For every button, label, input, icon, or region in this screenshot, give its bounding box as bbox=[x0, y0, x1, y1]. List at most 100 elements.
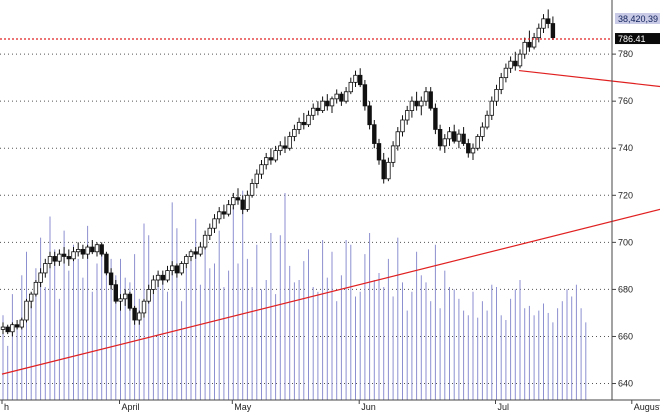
candle-body bbox=[541, 18, 546, 29]
candle bbox=[414, 91, 419, 111]
candle bbox=[127, 291, 133, 311]
candle-body bbox=[0, 326, 6, 330]
candle bbox=[315, 101, 321, 116]
candle-body bbox=[71, 251, 76, 260]
month-label: August bbox=[634, 402, 660, 412]
candle-body bbox=[334, 93, 339, 100]
candle-body bbox=[400, 119, 405, 133]
candle bbox=[451, 124, 457, 144]
candle-body bbox=[151, 279, 156, 290]
candle-body bbox=[226, 204, 231, 215]
candle bbox=[447, 127, 452, 146]
candle bbox=[456, 129, 462, 149]
candle bbox=[522, 37, 527, 59]
month-label: Jul bbox=[498, 402, 510, 412]
candle bbox=[470, 143, 476, 160]
candle bbox=[123, 289, 128, 306]
candle-body bbox=[386, 161, 391, 180]
candle-body bbox=[466, 143, 471, 154]
candle-body bbox=[489, 100, 494, 116]
price-tag-box bbox=[615, 33, 660, 45]
candle-body bbox=[376, 143, 382, 161]
candle bbox=[14, 320, 20, 330]
candle-body bbox=[353, 74, 358, 83]
candle bbox=[207, 223, 212, 240]
candle-body bbox=[198, 246, 203, 255]
candle-body bbox=[409, 100, 415, 111]
candle bbox=[155, 270, 161, 288]
candle bbox=[386, 157, 391, 182]
candle bbox=[99, 242, 104, 257]
candle bbox=[57, 249, 62, 266]
candle bbox=[28, 291, 34, 309]
candle-body bbox=[273, 150, 278, 161]
candle bbox=[433, 103, 438, 135]
candle bbox=[442, 134, 447, 153]
candle bbox=[240, 195, 245, 215]
candle-body bbox=[137, 312, 142, 321]
candle-body bbox=[5, 326, 10, 333]
candle bbox=[546, 9, 551, 29]
price-tag: 786.41 bbox=[618, 34, 646, 44]
candle-body bbox=[442, 138, 447, 147]
candle-body bbox=[28, 293, 34, 302]
candle bbox=[221, 204, 227, 219]
candle-body bbox=[19, 319, 24, 328]
candle-body bbox=[428, 91, 433, 109]
candle-body bbox=[447, 131, 452, 140]
candle-body bbox=[367, 105, 372, 126]
candle bbox=[287, 131, 292, 151]
candle bbox=[306, 110, 311, 128]
candle-body bbox=[503, 67, 509, 79]
candle bbox=[198, 242, 203, 257]
price-axis: 640 660 680 700 720 740 760 780 bbox=[611, 0, 633, 400]
candle bbox=[428, 87, 433, 111]
candle bbox=[273, 145, 278, 163]
candle-body bbox=[249, 183, 255, 196]
candle-body bbox=[362, 84, 368, 107]
candle-body bbox=[381, 159, 386, 180]
month-label: May bbox=[234, 402, 252, 412]
candle-body bbox=[278, 145, 283, 151]
candle-body bbox=[522, 41, 527, 55]
candle bbox=[536, 23, 541, 43]
candle bbox=[367, 101, 372, 130]
candle-body bbox=[80, 249, 86, 255]
candle bbox=[202, 230, 208, 250]
candle-body bbox=[33, 281, 39, 295]
candle bbox=[513, 51, 518, 71]
candle-body bbox=[517, 53, 523, 67]
candle-body bbox=[221, 211, 227, 215]
candle bbox=[400, 115, 405, 137]
candle-body bbox=[306, 114, 311, 126]
candle bbox=[320, 96, 325, 113]
candle bbox=[503, 63, 509, 83]
candle-body bbox=[296, 121, 302, 130]
month-label: h bbox=[4, 402, 9, 412]
candle bbox=[372, 120, 377, 149]
candle-body bbox=[52, 256, 57, 262]
candle-body bbox=[10, 324, 15, 333]
candle bbox=[263, 152, 269, 170]
candle-body bbox=[123, 293, 128, 300]
candle bbox=[104, 251, 109, 276]
candle-body bbox=[66, 256, 71, 260]
candle bbox=[174, 263, 180, 278]
candle bbox=[141, 298, 147, 318]
candle bbox=[226, 200, 231, 217]
candle bbox=[395, 127, 400, 151]
candle bbox=[212, 214, 217, 233]
candle-body bbox=[287, 136, 292, 149]
candle-body bbox=[38, 272, 43, 283]
candle-body bbox=[451, 131, 457, 142]
candle bbox=[480, 122, 485, 142]
candle-body bbox=[184, 256, 189, 264]
candle bbox=[38, 268, 43, 288]
month-label: Jun bbox=[361, 402, 376, 412]
candle-body bbox=[118, 298, 123, 302]
candle-body bbox=[108, 272, 114, 286]
y-tick-label: 640 bbox=[618, 379, 633, 389]
candle bbox=[151, 275, 156, 295]
candle bbox=[278, 141, 283, 156]
candle bbox=[188, 249, 194, 262]
